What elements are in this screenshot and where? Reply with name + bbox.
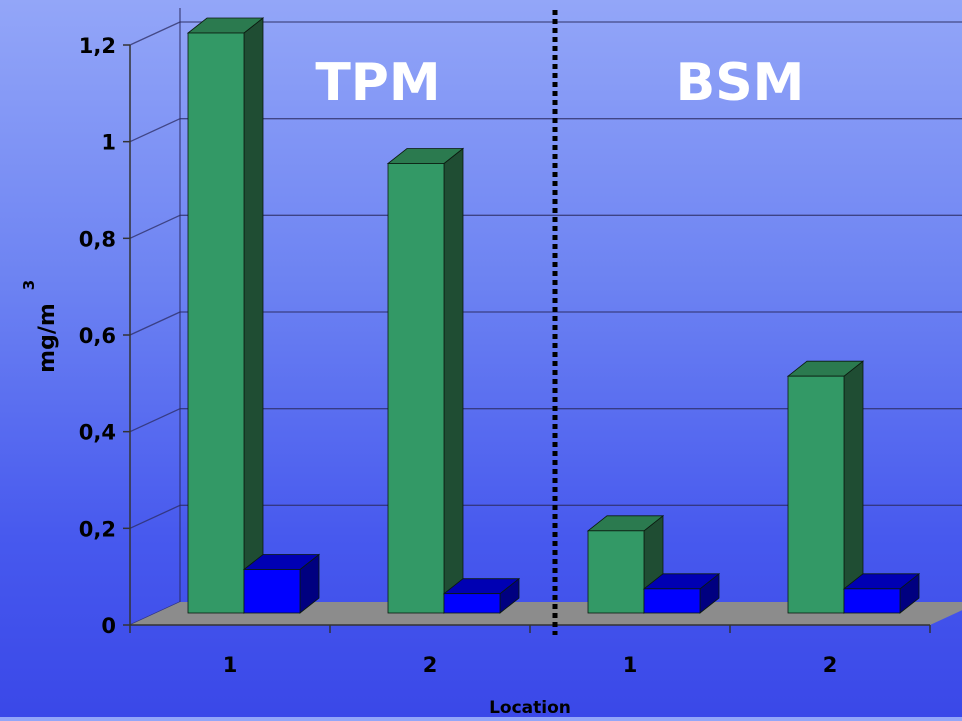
bar-series2-3-front [843, 588, 901, 614]
bar-series1-0 [186, 17, 265, 614]
y-tick-label: 0 [101, 614, 116, 638]
bar-series2-0-front [243, 569, 301, 614]
bar-series1-0-front [187, 32, 245, 614]
bar-series1-0-side [243, 17, 264, 614]
gridline-connector [129, 504, 181, 529]
x-tick-label: 2 [423, 653, 438, 677]
y-tick-label: 0,6 [79, 324, 116, 348]
gridline-connector [129, 214, 181, 239]
panel-label-bsm: BSM [676, 53, 805, 113]
bar-series2-0 [242, 553, 321, 614]
x-tick-label: 2 [823, 653, 838, 677]
bar-series1-2 [586, 515, 665, 614]
y-tick-label: 0,4 [79, 421, 116, 445]
y-axis-title-superscript: 3 [20, 280, 38, 290]
bar-series1-1-side [443, 147, 464, 614]
bar-series1-3-front [787, 375, 845, 614]
chart-floor [130, 602, 962, 625]
bar-series1-3-side [843, 360, 864, 614]
bar-series2-3 [842, 573, 921, 614]
x-axis-title: Location [489, 698, 571, 717]
bar-series1-3 [786, 360, 865, 614]
bar-series2-2-front [643, 588, 701, 614]
bar-series2-1-front [443, 593, 501, 614]
bar-series1-2-front [587, 530, 645, 614]
bar-series1-1-front [387, 163, 445, 614]
bar-series2-2 [642, 573, 721, 614]
y-axis-title: mg/m [35, 303, 60, 373]
bar-series1-1 [386, 147, 465, 614]
x-tick-label: 1 [623, 653, 638, 677]
gridline-connector [129, 118, 181, 143]
gridline-connector [129, 408, 181, 433]
gridline-connector [129, 21, 181, 46]
y-tick-label: 0,2 [79, 517, 116, 541]
bar-series2-1 [442, 577, 521, 614]
y-tick-label: 0,8 [79, 227, 116, 251]
x-tick-label: 1 [223, 653, 238, 677]
panel-label-tpm: TPM [315, 53, 440, 113]
y-tick-label: 1,2 [79, 34, 116, 58]
y-tick-label: 1 [101, 131, 116, 155]
gridline-connector [129, 311, 181, 336]
